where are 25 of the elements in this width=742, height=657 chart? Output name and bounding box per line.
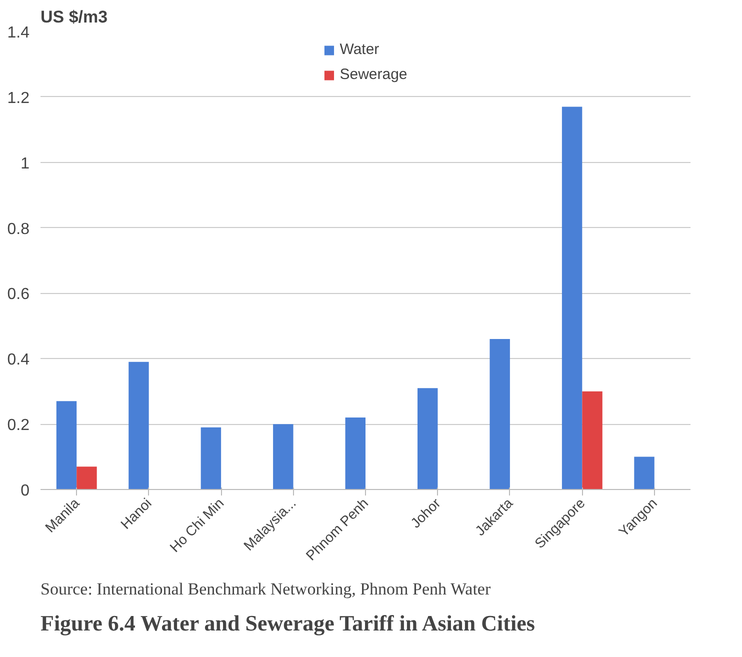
bar (200, 427, 222, 490)
bar (634, 456, 654, 490)
source-note: Source: International Benchmark Networking, Phnom Penh Water (40, 580, 491, 598)
legend-label: Water (340, 41, 380, 58)
text: Figure 6.4 Water and Sewerage Tariff in Asian Cities (40, 610, 536, 636)
bar (56, 401, 77, 490)
y-tick-label: 0 (20, 482, 30, 500)
bar (418, 388, 438, 490)
y-axis-title: US $/m3 (40, 8, 108, 26)
bar (128, 362, 149, 490)
y-tick-label: 1.2 (7, 90, 30, 107)
legend-label: Sewerage (340, 66, 408, 83)
bar (562, 106, 582, 490)
y-tick-label: 1 (20, 155, 30, 172)
bar (490, 339, 510, 490)
y-tick-label: 0.6 (7, 286, 30, 304)
y-tick-label: 0.8 (7, 220, 30, 238)
x-tick-label: Ho Chi Min (166, 494, 227, 556)
y-tick-label: 1.4 (7, 24, 30, 42)
bar (345, 418, 366, 490)
bar (273, 424, 294, 490)
bar (582, 391, 602, 490)
y-tick-label: 0.4 (7, 352, 30, 369)
bar (76, 466, 97, 490)
y-tick-label: 0.2 (7, 417, 30, 434)
